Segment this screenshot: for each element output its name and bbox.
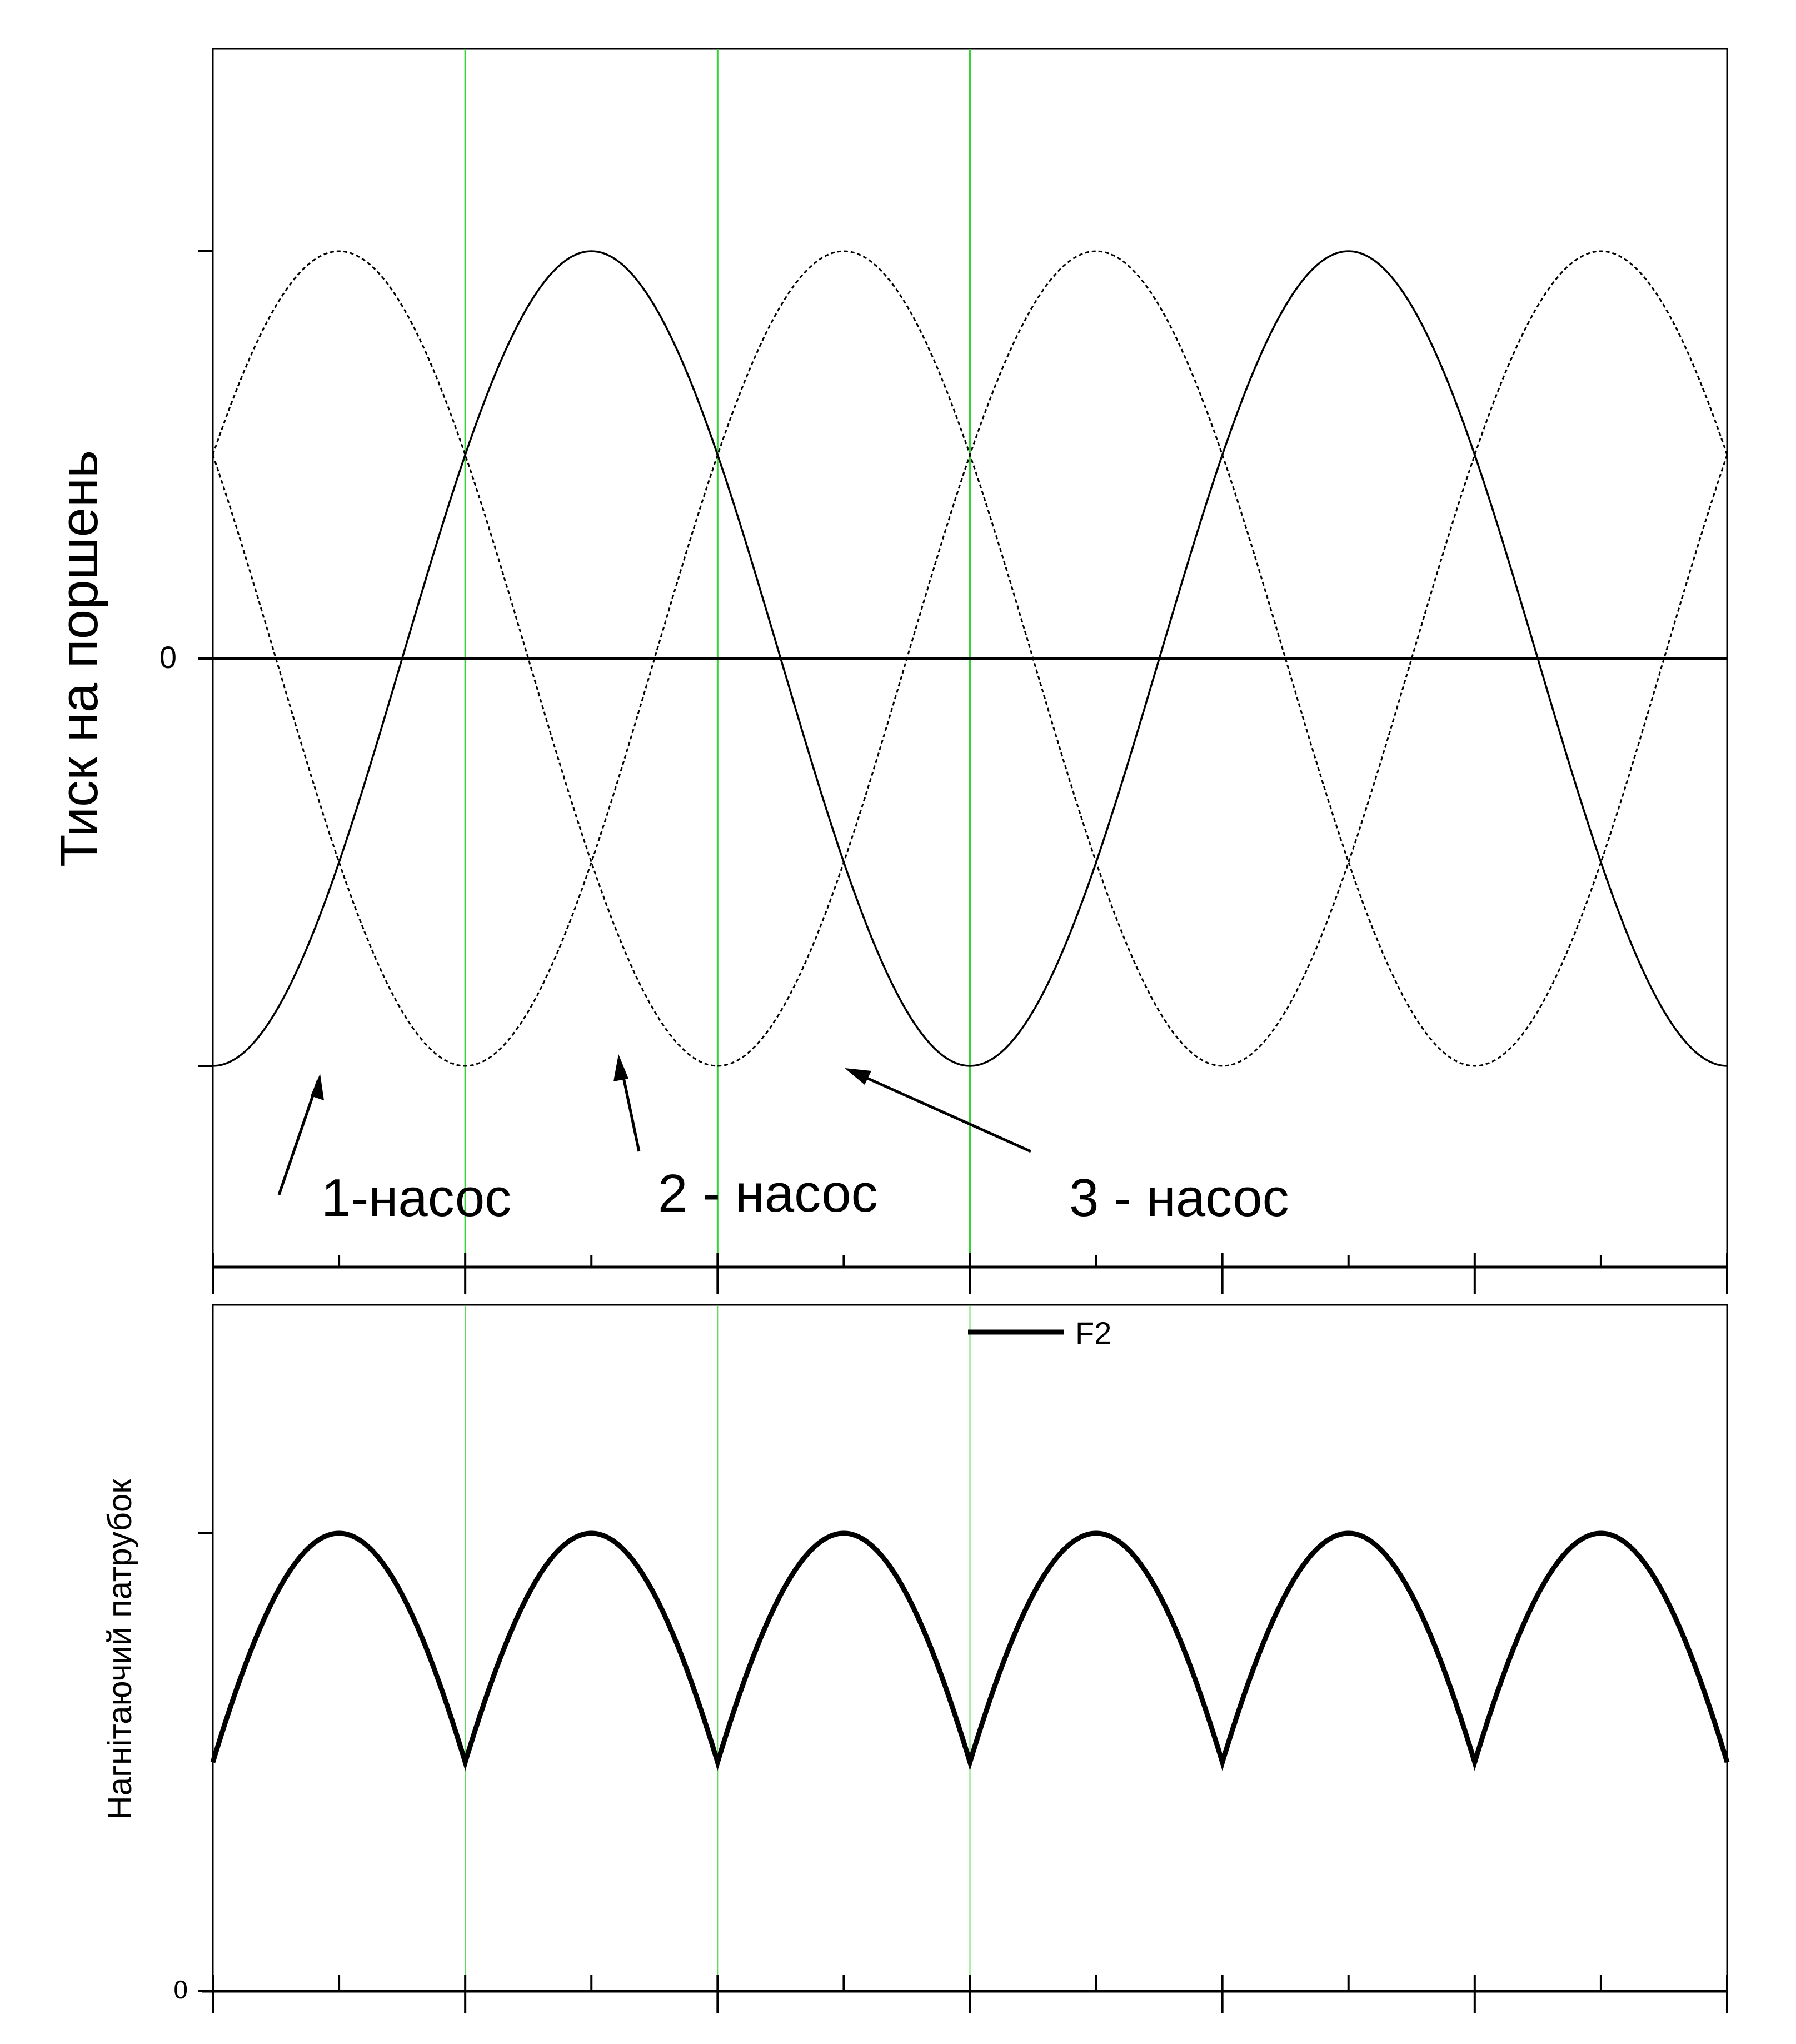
pump-1-curve [212, 250, 1728, 1067]
pressure-y-axis-label: Тиск на поршень [49, 450, 109, 867]
pump-3-curve [212, 250, 1728, 1067]
pump3-label: 3 - насос [1069, 1168, 1289, 1228]
discharge-series [210, 1530, 1730, 1771]
legend-label: F2 [1075, 1315, 1111, 1350]
discharge-axis-ticks [198, 1532, 1728, 2013]
discharge-f2-curve [210, 1530, 1730, 1771]
pressure-series [212, 250, 1728, 1067]
pressure-chart: 0 Тиск на поршень 1-насос 2 - насос 3 - … [49, 48, 1728, 1294]
discharge-chart: 0 Нагнітаючий патрубок F2 [101, 1304, 1730, 2013]
pump1-arrowhead [311, 1074, 324, 1100]
legend: F2 [968, 1315, 1111, 1350]
pressure-y-zero-label: 0 [159, 640, 177, 675]
pump2-arrowhead [613, 1054, 628, 1081]
pump1-label: 1-насос [321, 1168, 511, 1228]
pump3-arrowhead [845, 1068, 871, 1085]
discharge-vertical-lines [465, 1305, 971, 1991]
pressure-axis-ticks [198, 250, 1728, 1294]
pump3-arrow [854, 1071, 1032, 1153]
discharge-y-axis-label: Нагнітаючий патрубок [101, 1479, 138, 1820]
pump2-label: 2 - насос [658, 1164, 878, 1223]
discharge-y-zero-label: 0 [173, 1975, 188, 2004]
pump1-arrow [277, 1080, 320, 1195]
